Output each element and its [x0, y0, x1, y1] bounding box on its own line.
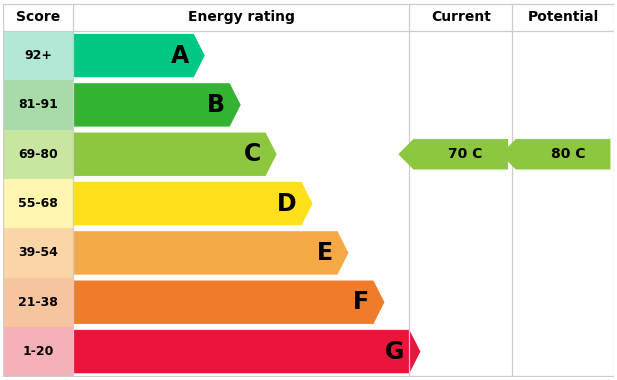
- Text: Energy rating: Energy rating: [188, 10, 295, 24]
- Polygon shape: [73, 182, 313, 225]
- Text: D: D: [277, 192, 297, 215]
- Bar: [3, 228, 73, 277]
- Bar: [3, 130, 73, 179]
- Bar: [3, 179, 73, 228]
- Text: F: F: [352, 290, 368, 314]
- Text: 69-80: 69-80: [18, 148, 58, 161]
- Polygon shape: [398, 139, 508, 169]
- Text: 55-68: 55-68: [18, 197, 58, 210]
- Polygon shape: [73, 34, 205, 77]
- Text: Score: Score: [16, 10, 60, 24]
- Polygon shape: [73, 83, 241, 127]
- Bar: [3, 80, 73, 130]
- Polygon shape: [500, 139, 610, 169]
- Text: 21-38: 21-38: [18, 296, 58, 309]
- Text: Potential: Potential: [528, 10, 598, 24]
- Polygon shape: [73, 231, 349, 275]
- Text: 39-54: 39-54: [18, 246, 58, 260]
- Text: G: G: [385, 340, 405, 364]
- Polygon shape: [73, 280, 384, 324]
- Text: A: A: [171, 44, 189, 68]
- Bar: [3, 327, 73, 376]
- Text: 80 C: 80 C: [551, 147, 586, 161]
- Text: C: C: [244, 142, 261, 166]
- Polygon shape: [73, 330, 420, 373]
- Bar: [3, 31, 73, 80]
- Text: 81-91: 81-91: [18, 98, 58, 111]
- Text: Current: Current: [431, 10, 491, 24]
- Text: 1-20: 1-20: [22, 345, 54, 358]
- Text: E: E: [317, 241, 333, 265]
- Text: B: B: [207, 93, 225, 117]
- Text: 92+: 92+: [24, 49, 52, 62]
- Polygon shape: [73, 133, 276, 176]
- Bar: [3, 277, 73, 327]
- Text: 70 C: 70 C: [449, 147, 483, 161]
